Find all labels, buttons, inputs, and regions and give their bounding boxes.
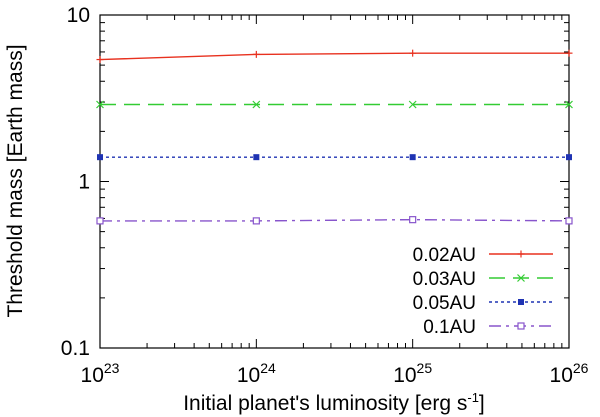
data-point (409, 154, 416, 161)
legend-label: 0.05AU (413, 293, 476, 314)
legend-marker (517, 250, 525, 258)
x-tick-label: 1026 (550, 360, 589, 387)
legend-marker (518, 299, 524, 305)
data-point (252, 50, 260, 58)
plot-frame (99, 14, 570, 349)
legend-label: 0.02AU (413, 245, 476, 266)
data-point (97, 154, 103, 161)
data-point (252, 100, 261, 109)
y-tick-labels: 0.1 1 10 (61, 4, 90, 360)
data-point (252, 217, 260, 225)
axis-ticks (99, 14, 570, 349)
data-point (565, 100, 573, 109)
y-tick-label: 0.1 (61, 337, 90, 360)
data-point (253, 154, 260, 161)
y-tick-label: 10 (67, 4, 90, 27)
data-point (409, 216, 417, 224)
data-point (96, 100, 104, 109)
x-tick-label: 1025 (393, 360, 432, 387)
data-point (409, 49, 417, 57)
y-axis-label: Threshold mass [Earth mass] (4, 44, 27, 317)
data-point (408, 100, 417, 109)
legend-label: 0.03AU (413, 269, 476, 290)
series-layer (96, 49, 573, 225)
y-tick-label: 1 (78, 171, 90, 194)
x-tick-label: 1023 (81, 360, 120, 387)
series-line-0.1AU (100, 218, 570, 222)
legend-marker (517, 274, 525, 282)
legend-label: 0.1AU (423, 317, 476, 338)
series-line-0.02AU (99, 52, 569, 61)
data-point (566, 154, 572, 161)
data-point (96, 217, 104, 225)
x-tick-label: 1024 (237, 360, 276, 387)
legend: 0.02AU 0.03AU 0.05AU 0.1AU (413, 245, 553, 338)
data-point (565, 217, 573, 225)
data-point (565, 49, 573, 57)
x-tick-labels: 1023 1024 1025 1026 (81, 360, 589, 387)
x-axis-label: Initial planet's luminosity [erg s-1] (183, 390, 485, 415)
legend-marker (517, 322, 525, 330)
data-point (96, 56, 104, 64)
